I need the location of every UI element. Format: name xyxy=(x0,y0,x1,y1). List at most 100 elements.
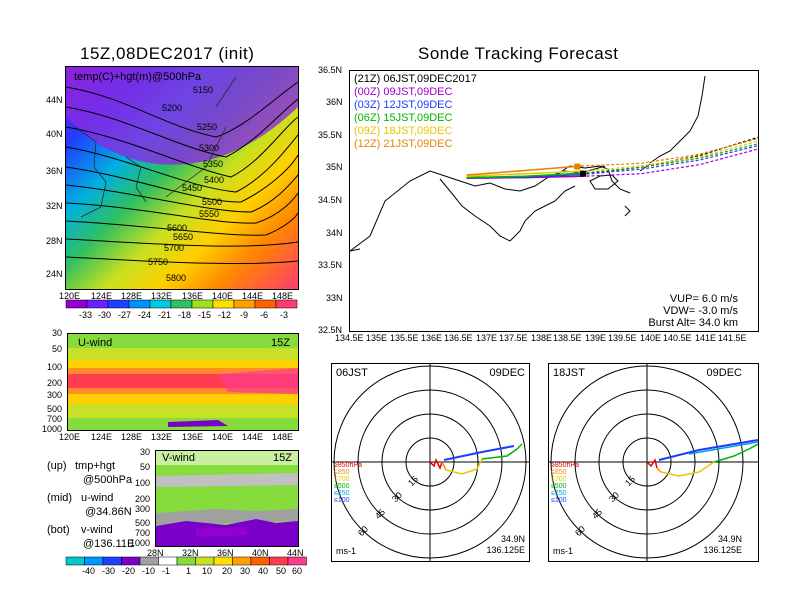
colorbar-label: -1 xyxy=(162,566,171,576)
main-map-panel: temp(C)+hgt(m)@500hPa 5150 5200 5250 530… xyxy=(65,66,299,290)
level-entry: ≤250 xyxy=(334,490,350,497)
track-line-solid xyxy=(466,172,584,179)
colorbar-swatch xyxy=(176,556,196,566)
track-line xyxy=(466,140,758,177)
level-entry: ≤100 xyxy=(334,497,350,504)
note-line: @34.86N xyxy=(85,506,132,518)
legend-entry: (00Z) 09JST,09DEC xyxy=(354,86,453,98)
colorbar-swatch xyxy=(250,556,270,566)
colorbar-label: 1 xyxy=(186,566,192,576)
colorbar-swatch xyxy=(287,556,307,566)
burst-marker xyxy=(574,163,581,170)
lat-tick: 34N xyxy=(326,228,343,238)
track-line xyxy=(466,145,758,179)
level-entry: ≤700 xyxy=(334,476,350,483)
colorbar-swatch xyxy=(65,299,88,309)
lat-tick: 35.5N xyxy=(318,130,343,140)
lon-tick: 120E xyxy=(59,291,81,301)
uwind-label: U-wind xyxy=(78,337,113,349)
pressure-tick: 100 xyxy=(135,478,151,488)
legend-entry: (09Z) 18JST,09DEC xyxy=(354,125,453,137)
colorbar-label: -30 xyxy=(98,310,112,320)
colorbar-swatch xyxy=(158,556,178,566)
lat-tick: 28N xyxy=(46,236,63,246)
main-map-label: temp(C)+hgt(m)@500hPa xyxy=(74,71,202,83)
lon-tick: 144E xyxy=(242,291,264,301)
hodo-lon: 136.125E xyxy=(486,545,525,555)
colorbar-label: -27 xyxy=(118,310,132,320)
lon-tick: 132E xyxy=(151,432,173,442)
pressure-tick: 50 xyxy=(52,344,63,354)
colorbar-label: 60 xyxy=(292,566,303,576)
legend-entry: (12Z) 21JST,09DEC xyxy=(354,138,453,150)
burst-readout: Burst Alt= 34.0 km xyxy=(648,317,738,329)
colorbar-label: 10 xyxy=(202,566,213,576)
tracking-svg xyxy=(350,75,758,252)
lon-tick: 148E xyxy=(272,432,294,442)
track-line-solid xyxy=(466,170,584,178)
lon-tick: 140E xyxy=(212,291,234,301)
level-entry: ≤850 xyxy=(551,469,567,476)
pressure-tick: 100 xyxy=(47,362,63,372)
lon-tick: 120E xyxy=(59,432,81,442)
colorbar-label: -18 xyxy=(178,310,192,320)
tracking-panel: (21Z) 06JST,09DEC2017 (00Z) 09JST,09DEC … xyxy=(349,70,759,332)
pressure-tick: 200 xyxy=(47,378,63,388)
lon-tick: 136E xyxy=(421,333,443,343)
colorbar-swatch xyxy=(139,556,159,566)
lon-tick: 140.5E xyxy=(663,333,692,343)
vdw-readout: VDW= -3.0 m/s xyxy=(663,305,738,317)
lon-tick: 134.5E xyxy=(335,333,364,343)
lon-tick: 135.5E xyxy=(390,333,419,343)
main-map-svg xyxy=(66,67,298,289)
lon-tick: 137E xyxy=(476,333,498,343)
colorbar-label: -6 xyxy=(260,310,269,320)
colorbar-swatch xyxy=(195,556,215,566)
level-entry: ≥850hPa xyxy=(551,462,579,469)
vwind-time: 15Z xyxy=(273,452,292,464)
pressure-tick: 300 xyxy=(135,504,151,514)
colorbar-label: -40 xyxy=(82,566,96,576)
level-entry: ≤500 xyxy=(551,483,567,490)
lon-tick: 141.5E xyxy=(718,333,747,343)
contour-label: 5750 xyxy=(148,257,169,267)
tracking-title: Sonde Tracking Forecast xyxy=(418,44,619,63)
lon-tick: 138E xyxy=(531,333,553,343)
lat-tick: 35N xyxy=(326,162,343,172)
colorbar-label: -24 xyxy=(138,310,152,320)
lat-tick: 36N xyxy=(46,166,63,176)
lon-tick: 136.5E xyxy=(444,333,473,343)
contour-label: 5350 xyxy=(203,159,224,169)
note-key: (bot) xyxy=(47,524,70,536)
colorbar-label: -33 xyxy=(79,310,93,320)
lat-tick: 36.5N xyxy=(318,65,343,75)
vwind-svg xyxy=(156,451,298,546)
note-key: (up) xyxy=(47,460,67,472)
note-line: @136.11E xyxy=(83,538,135,550)
track-line xyxy=(466,148,758,179)
colorbar-label: -15 xyxy=(198,310,212,320)
hodograph-panel-2: 18JST 09DEC 15 30 45 60 ms-1 34.9N 136.1… xyxy=(548,363,759,562)
colorbar-swatch xyxy=(213,556,233,566)
lon-tick: 139.5E xyxy=(608,333,637,343)
contour-label: 5600 xyxy=(167,223,188,233)
colorbar-swatch xyxy=(102,556,122,566)
hodo-time: 06JST xyxy=(336,367,368,379)
pressure-tick: 700 xyxy=(135,528,151,538)
note-line: u-wind xyxy=(81,492,114,504)
colorbar-label: -10 xyxy=(142,566,156,576)
lon-tick: 140E xyxy=(640,333,662,343)
uwind-panel: U-wind 15Z xyxy=(67,333,299,431)
lon-tick: 141E xyxy=(695,333,717,343)
hodo-lon: 136.125E xyxy=(703,545,742,555)
lat-tick: 32N xyxy=(182,548,199,558)
lon-tick: 139E xyxy=(585,333,607,343)
colorbar-label: 40 xyxy=(258,566,269,576)
lat-tick: 34.5N xyxy=(318,195,343,205)
contour-label: 5450 xyxy=(182,183,203,193)
colorbar-swatch xyxy=(269,556,289,566)
colorbar-swatch xyxy=(128,299,151,309)
lat-tick: 32.5N xyxy=(318,325,343,335)
lon-tick: 135E xyxy=(366,333,388,343)
contour-label: 5250 xyxy=(197,122,218,132)
